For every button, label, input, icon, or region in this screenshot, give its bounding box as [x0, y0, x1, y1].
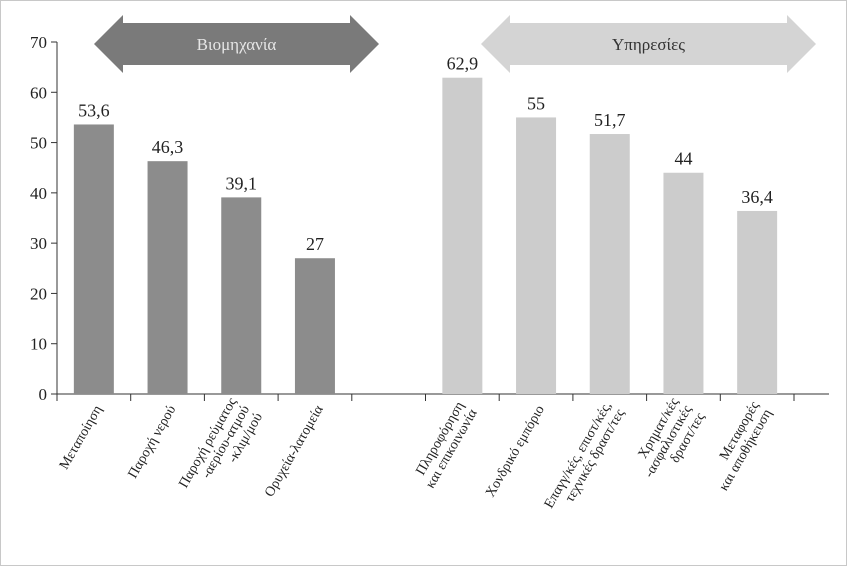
- bar: [294, 258, 335, 394]
- value-label: 44: [674, 149, 692, 169]
- value-label: 39,1: [226, 173, 258, 193]
- group-arrow: [94, 15, 379, 73]
- category-label: Μεταποίηση: [57, 403, 106, 472]
- category-label: Επαγγ/κές, επιστ/κές,τεχνικές δραστ/τες: [542, 399, 628, 519]
- group-arrow: [481, 15, 816, 73]
- bar: [147, 161, 188, 394]
- category-label-line: Μεταποίηση: [57, 403, 106, 472]
- value-label: 51,7: [594, 110, 626, 130]
- group-label: Βιομηχανία: [197, 35, 277, 54]
- bar: [516, 117, 557, 394]
- y-tick-label: 10: [30, 335, 47, 354]
- bar: [73, 124, 114, 395]
- y-tick-label: 60: [30, 83, 47, 102]
- value-label: 62,9: [447, 54, 479, 74]
- bars: [73, 77, 778, 395]
- group-label: Υπηρεσίες: [612, 35, 685, 54]
- category-label: Παροχή ρεύματος-αερίου-ατμού-κλιμ/μού: [176, 395, 266, 506]
- category-label: Χονδρικό εμπόριο: [483, 403, 548, 500]
- y-tick-label: 70: [30, 33, 47, 52]
- bar: [663, 172, 704, 394]
- y-tick-label: 20: [30, 284, 47, 303]
- category-label-line: Παροχή νερού: [126, 403, 180, 481]
- y-tick-label: 0: [39, 385, 48, 404]
- group-arrows: Βιομηχανία Υπηρεσίες: [94, 15, 816, 73]
- bar: [442, 77, 483, 395]
- bar: [589, 134, 630, 394]
- value-label: 46,3: [152, 137, 184, 157]
- value-label: 53,6: [78, 100, 110, 120]
- category-label: Πληροφόρησηκαι επικοινωνία: [410, 399, 481, 491]
- y-tick-label: 30: [30, 234, 47, 253]
- y-tick-label: 50: [30, 134, 47, 153]
- category-label-line: Χονδρικό εμπόριο: [483, 403, 548, 500]
- value-label: 27: [306, 234, 324, 254]
- value-labels: 53,6 46,3 39,1 27 62,9 55 51,7 44 36,4: [78, 54, 773, 255]
- category-label: Μεταφορέςκαι αποθήκευση: [704, 399, 776, 494]
- category-label: Χρηματ/κές-ασφαλιστικέςδραστ/τες: [629, 395, 709, 488]
- bar: [221, 197, 262, 394]
- category-label: Ορυχεία-λατομεία: [262, 402, 327, 499]
- category-label-line: Ορυχεία-λατομεία: [262, 402, 327, 499]
- bar: [737, 210, 778, 394]
- value-label: 36,4: [741, 187, 773, 207]
- value-label: 55: [527, 93, 545, 113]
- category-label: Παροχή νερού: [126, 403, 180, 481]
- y-tick-label: 40: [30, 184, 47, 203]
